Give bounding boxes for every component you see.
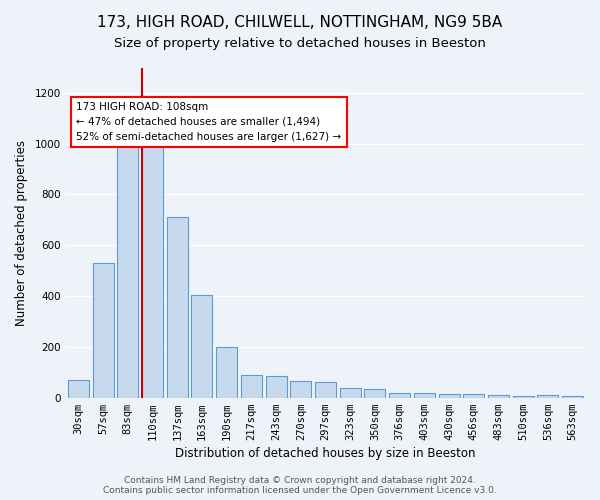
Bar xyxy=(538,395,559,398)
Bar xyxy=(216,347,237,398)
Text: 173 HIGH ROAD: 108sqm
← 47% of detached houses are smaller (1,494)
52% of semi-d: 173 HIGH ROAD: 108sqm ← 47% of detached … xyxy=(76,102,341,142)
Bar xyxy=(389,392,410,398)
Text: Size of property relative to detached houses in Beeston: Size of property relative to detached ho… xyxy=(114,38,486,51)
X-axis label: Distribution of detached houses by size in Beeston: Distribution of detached houses by size … xyxy=(175,447,476,460)
Bar xyxy=(142,144,163,398)
Bar xyxy=(340,388,361,398)
Bar xyxy=(488,395,509,398)
Bar xyxy=(92,263,113,398)
Bar xyxy=(191,295,212,398)
Bar xyxy=(463,394,484,398)
Bar xyxy=(414,392,435,398)
Bar xyxy=(562,396,583,398)
Bar xyxy=(315,382,336,398)
Bar xyxy=(290,381,311,398)
Bar xyxy=(167,218,188,398)
Bar xyxy=(439,394,460,398)
Text: Contains HM Land Registry data © Crown copyright and database right 2024.
Contai: Contains HM Land Registry data © Crown c… xyxy=(103,476,497,495)
Bar xyxy=(364,389,385,398)
Bar xyxy=(241,375,262,398)
Bar xyxy=(513,396,534,398)
Text: 173, HIGH ROAD, CHILWELL, NOTTINGHAM, NG9 5BA: 173, HIGH ROAD, CHILWELL, NOTTINGHAM, NG… xyxy=(97,15,503,30)
Bar xyxy=(118,144,139,398)
Bar xyxy=(266,376,287,398)
Y-axis label: Number of detached properties: Number of detached properties xyxy=(15,140,28,326)
Bar xyxy=(68,380,89,398)
